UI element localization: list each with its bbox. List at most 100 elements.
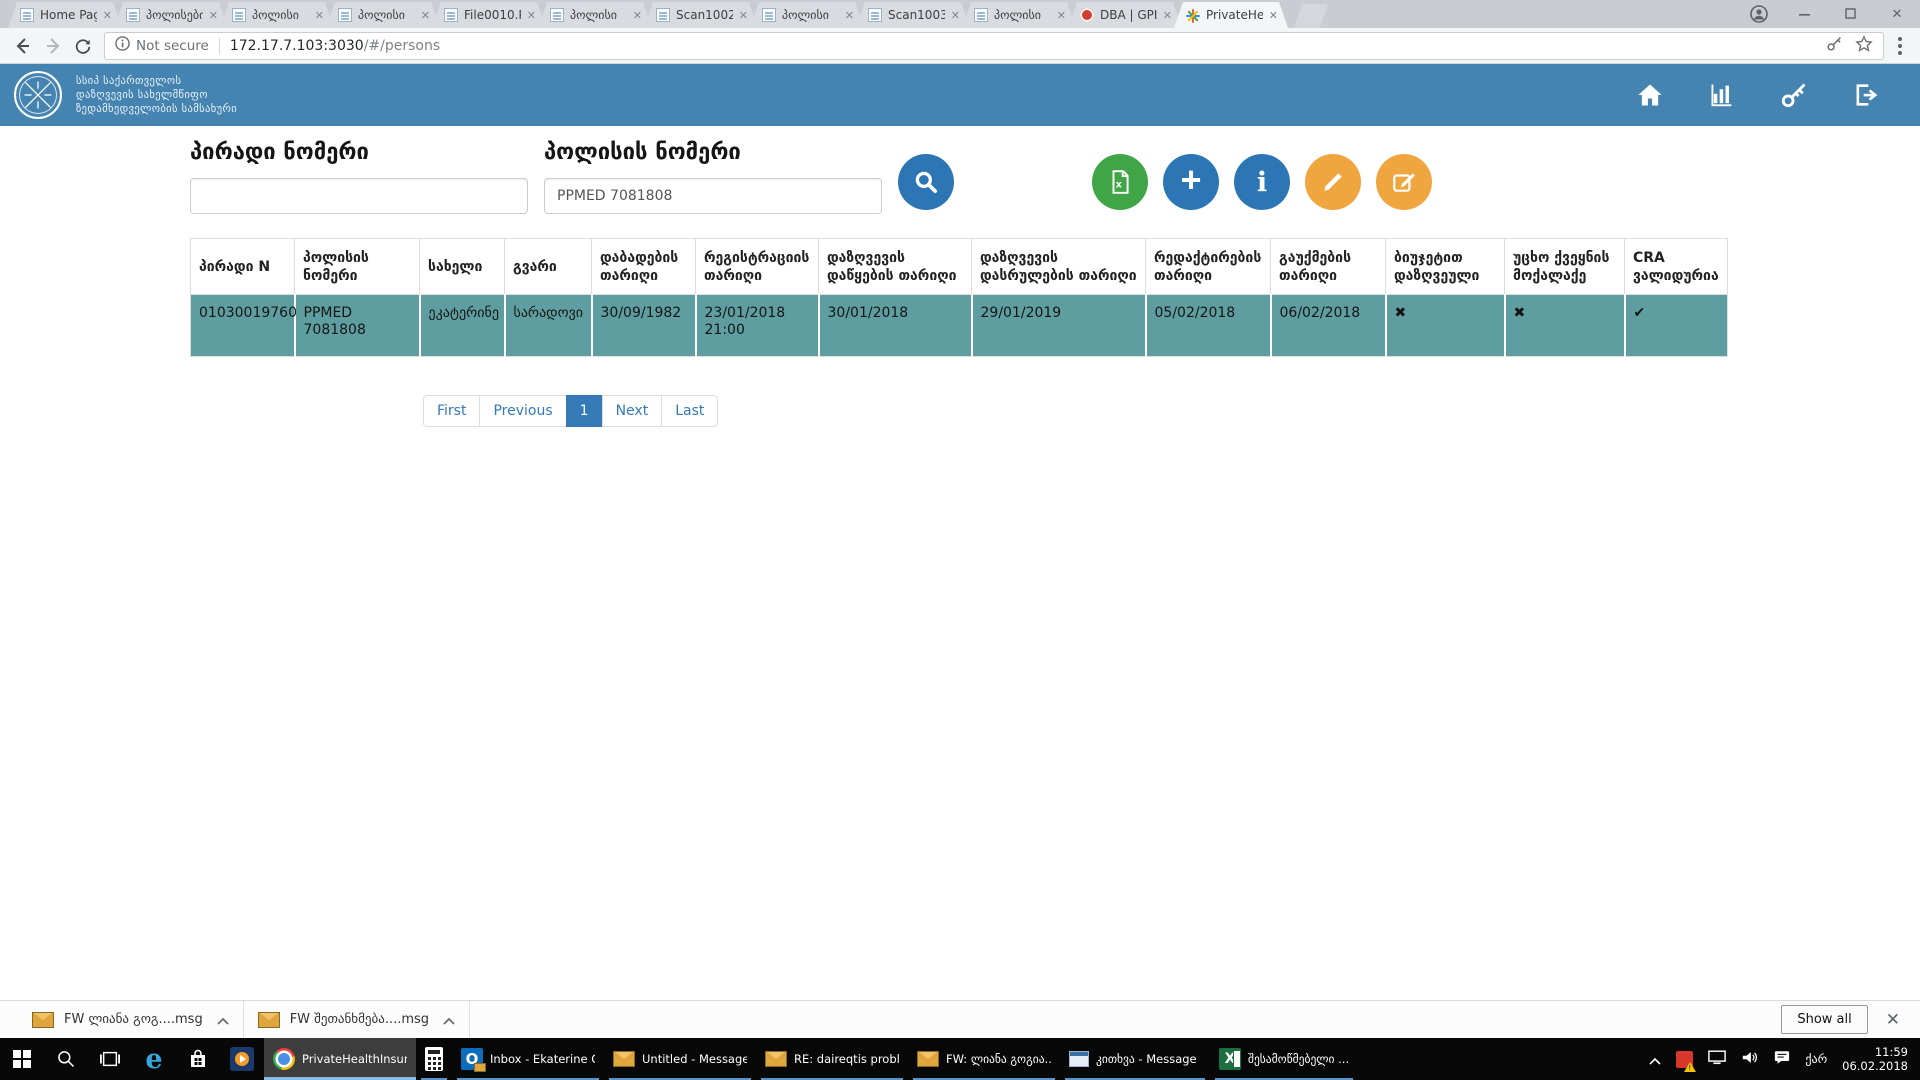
table-row[interactable]: 01030019760 PPMED 7081808 ეკატერინე სარა… bbox=[190, 294, 1728, 357]
close-icon[interactable]: ✕ bbox=[738, 8, 748, 22]
security-alert-icon[interactable] bbox=[1676, 1050, 1697, 1072]
close-downloads-icon[interactable]: ✕ bbox=[1885, 1009, 1900, 1030]
logout-icon[interactable] bbox=[1852, 81, 1880, 109]
close-window-button[interactable]: ✕ bbox=[1891, 6, 1903, 22]
download-item[interactable]: FW ლიანა გოგ....msg bbox=[18, 1001, 243, 1038]
tab-label: პოლისი bbox=[782, 8, 829, 22]
address-bar[interactable]: Not secure 172.17.7.103:3030 /#/persons bbox=[104, 31, 1884, 60]
clock[interactable]: 11:59 06.02.2018 bbox=[1842, 1045, 1908, 1073]
new-tab-button[interactable] bbox=[1294, 4, 1328, 28]
close-icon[interactable]: ✕ bbox=[1268, 8, 1278, 22]
browser-tab[interactable]: Scan10038.JPG ✕ bbox=[856, 2, 970, 28]
close-icon[interactable]: ✕ bbox=[1162, 8, 1172, 22]
reload-icon[interactable] bbox=[68, 31, 98, 61]
volume-icon[interactable] bbox=[1741, 1050, 1759, 1069]
notifications-icon[interactable] bbox=[1774, 1050, 1790, 1069]
browser-tab[interactable]: File0010.PDF ✕ bbox=[432, 2, 546, 28]
document-icon bbox=[232, 8, 246, 22]
browser-tab[interactable]: პოლისი ✕ bbox=[750, 2, 864, 28]
browser-tab[interactable]: პოლისი ✕ bbox=[962, 2, 1076, 28]
close-icon[interactable]: ✕ bbox=[102, 8, 112, 22]
pagination-next[interactable]: Next bbox=[601, 395, 663, 427]
taskbar-app-calculator[interactable] bbox=[416, 1038, 452, 1080]
org-name-line1: სსიპ საქართველოს bbox=[76, 75, 182, 87]
download-item[interactable]: FW შეთანხმება....msg bbox=[244, 1001, 469, 1038]
edit-form-button[interactable] bbox=[1376, 154, 1432, 210]
export-excel-button[interactable]: x bbox=[1092, 154, 1148, 210]
browser-tab[interactable]: პოლისი ✕ bbox=[538, 2, 652, 28]
windows-taskbar: e PrivateHealthInsura... O Inbox - Ekate… bbox=[0, 1038, 1920, 1080]
back-icon[interactable] bbox=[8, 31, 38, 61]
url-host: 172.17.7.103:3030 bbox=[229, 37, 364, 54]
close-icon[interactable]: ✕ bbox=[208, 8, 218, 22]
taskbar-app-chrome[interactable]: PrivateHealthInsura... bbox=[264, 1038, 416, 1080]
taskbar-app-message-fw[interactable]: FW: ლიანა გოგია... bbox=[908, 1038, 1060, 1080]
cell-last-name: სარადოვი bbox=[503, 294, 592, 357]
close-icon[interactable]: ✕ bbox=[314, 8, 324, 22]
browser-tab[interactable]: Home Page ✕ bbox=[8, 2, 122, 28]
browser-tab[interactable]: პოლისი ✕ bbox=[220, 2, 334, 28]
col-edit-date: რედაქტირების თარიღი bbox=[1145, 238, 1271, 295]
org-emblem-logo bbox=[14, 71, 62, 119]
key-icon[interactable] bbox=[1780, 81, 1808, 109]
close-icon[interactable]: ✕ bbox=[844, 8, 854, 22]
browser-tab[interactable]: პოლისები ✕ bbox=[114, 2, 228, 28]
taskbar-app-label: კითხვა - Message ... bbox=[1096, 1052, 1201, 1066]
browser-tab[interactable]: DBA | GPI Hold ✕ bbox=[1068, 2, 1182, 28]
col-insurance-start-date: დაზღვევის დაწყების თარიღი bbox=[818, 238, 972, 295]
pagination-previous[interactable]: Previous bbox=[479, 395, 567, 427]
task-view-icon[interactable] bbox=[88, 1038, 132, 1080]
chevron-up-icon[interactable] bbox=[443, 1010, 455, 1029]
movies-tv-icon[interactable] bbox=[220, 1038, 264, 1080]
taskbar-app-outlook[interactable]: O Inbox - Ekaterine O... bbox=[452, 1038, 604, 1080]
taskbar-app-message-untitled[interactable]: Untitled - Message ... bbox=[604, 1038, 756, 1080]
close-icon[interactable]: ✕ bbox=[950, 8, 960, 22]
start-button[interactable] bbox=[0, 1038, 44, 1080]
home-icon[interactable] bbox=[1636, 81, 1664, 109]
info-button[interactable]: i bbox=[1234, 154, 1290, 210]
show-all-button[interactable]: Show all bbox=[1781, 1005, 1868, 1034]
close-icon[interactable]: ✕ bbox=[526, 8, 536, 22]
info-icon[interactable] bbox=[115, 36, 130, 55]
restore-button[interactable] bbox=[1828, 0, 1874, 28]
document-icon bbox=[444, 8, 458, 22]
tab-label: პოლისები bbox=[146, 8, 203, 22]
persons-page: პირადი ნომერი პოლისის ნომერი x + i bbox=[0, 126, 1920, 427]
document-icon bbox=[868, 8, 882, 22]
search-button[interactable] bbox=[898, 154, 954, 210]
col-budget-insured: ბიუჯეტით დაზღვეული bbox=[1385, 238, 1505, 295]
store-icon[interactable] bbox=[176, 1038, 220, 1080]
personal-number-input[interactable] bbox=[190, 178, 528, 214]
language-indicator[interactable]: ქარ bbox=[1805, 1052, 1828, 1066]
taskbar-app-excel[interactable]: X შესამოწმებელი ... bbox=[1210, 1038, 1358, 1080]
policy-number-input[interactable] bbox=[544, 178, 882, 214]
chevron-up-icon[interactable] bbox=[217, 1010, 229, 1029]
browser-tab-active[interactable]: PrivateHealthI ✕ bbox=[1174, 2, 1288, 28]
edge-icon[interactable]: e bbox=[145, 1043, 163, 1075]
close-icon[interactable]: ✕ bbox=[632, 8, 642, 22]
profile-icon[interactable] bbox=[1736, 0, 1782, 28]
pagination-first[interactable]: First bbox=[423, 395, 481, 427]
bookmark-star-icon[interactable] bbox=[1855, 34, 1873, 57]
taskbar-app-message-re[interactable]: RE: daireqtis proble... bbox=[756, 1038, 908, 1080]
add-button[interactable]: + bbox=[1163, 154, 1219, 210]
bar-chart-icon[interactable] bbox=[1708, 81, 1736, 109]
taskbar-search-icon[interactable] bbox=[44, 1038, 88, 1080]
browser-tab[interactable]: პოლისი ✕ bbox=[326, 2, 440, 28]
tray-chevron-up-icon[interactable] bbox=[1649, 1050, 1661, 1069]
close-icon[interactable]: ✕ bbox=[1056, 8, 1066, 22]
browser-tab[interactable]: Scan10027.JPG ✕ bbox=[644, 2, 758, 28]
close-icon[interactable]: ✕ bbox=[420, 8, 430, 22]
taskbar-app-message-kitkhva[interactable]: კითხვა - Message ... bbox=[1060, 1038, 1210, 1080]
network-icon[interactable] bbox=[1708, 1049, 1727, 1069]
col-foreign-citizen: უცხო ქვეყნის მოქალაქე bbox=[1504, 238, 1625, 295]
cell-first-name: ეკატერინე bbox=[418, 294, 505, 357]
edit-pencil-button[interactable] bbox=[1305, 154, 1361, 210]
password-key-icon[interactable] bbox=[1826, 35, 1843, 56]
minimize-button[interactable] bbox=[1782, 0, 1828, 28]
browser-menu-icon[interactable] bbox=[1898, 36, 1902, 41]
document-icon bbox=[338, 8, 352, 22]
pagination-last[interactable]: Last bbox=[661, 395, 719, 427]
forward-icon[interactable] bbox=[38, 31, 68, 61]
pagination-page-1[interactable]: 1 bbox=[565, 395, 603, 427]
